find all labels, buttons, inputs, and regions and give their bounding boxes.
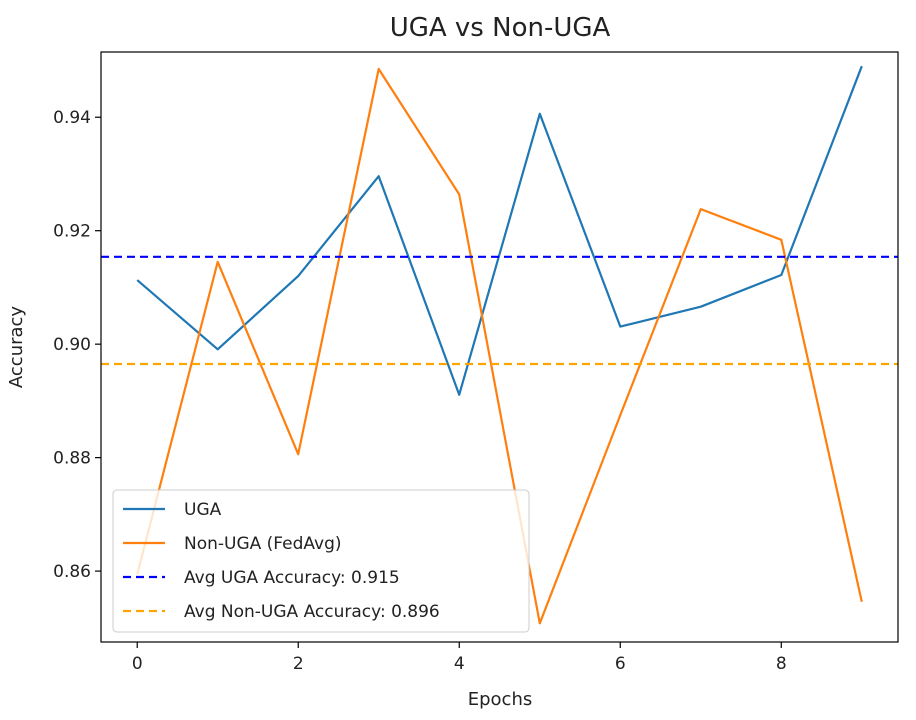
x-tick-label: 2 [293, 654, 304, 674]
axes: 0 2 4 6 8 0.86 0.88 0.90 0.92 0.94 [53, 51, 899, 674]
legend-label-non-uga-fedavg: Non-UGA (FedAvg) [184, 534, 342, 554]
legend-label-avg-2: Avg Non-UGA Accuracy: 0.896 [184, 602, 440, 622]
x-tick-label: 4 [454, 654, 465, 674]
x-tick-label: 6 [615, 654, 626, 674]
plot-lines [101, 65, 898, 625]
y-tick-label: 0.92 [53, 222, 91, 242]
legend-label-uga: UGA [184, 500, 222, 520]
plot-frame [100, 51, 899, 643]
x-axis-label: Epochs [468, 689, 533, 710]
legend-box [112, 489, 530, 633]
y-tick-label: 0.86 [53, 562, 91, 582]
y-axis-label: Accuracy [6, 306, 27, 389]
y-tick-label: 0.90 [53, 335, 91, 355]
x-tick-label: 8 [776, 654, 787, 674]
x-tick-label: 0 [132, 654, 143, 674]
y-tick-label: 0.88 [53, 449, 91, 469]
series-uga-line [136, 65, 863, 396]
y-tick-label: 0.94 [53, 108, 91, 128]
legend: UGA Non-UGA (FedAvg) Avg UGA Accuracy: 0.9… [112, 489, 530, 633]
series-non-uga-fedavg-line [136, 67, 863, 625]
legend-label-avg-1: Avg UGA Accuracy: 0.915 [184, 568, 400, 588]
chart-title: UGA vs Non-UGA [390, 13, 611, 43]
